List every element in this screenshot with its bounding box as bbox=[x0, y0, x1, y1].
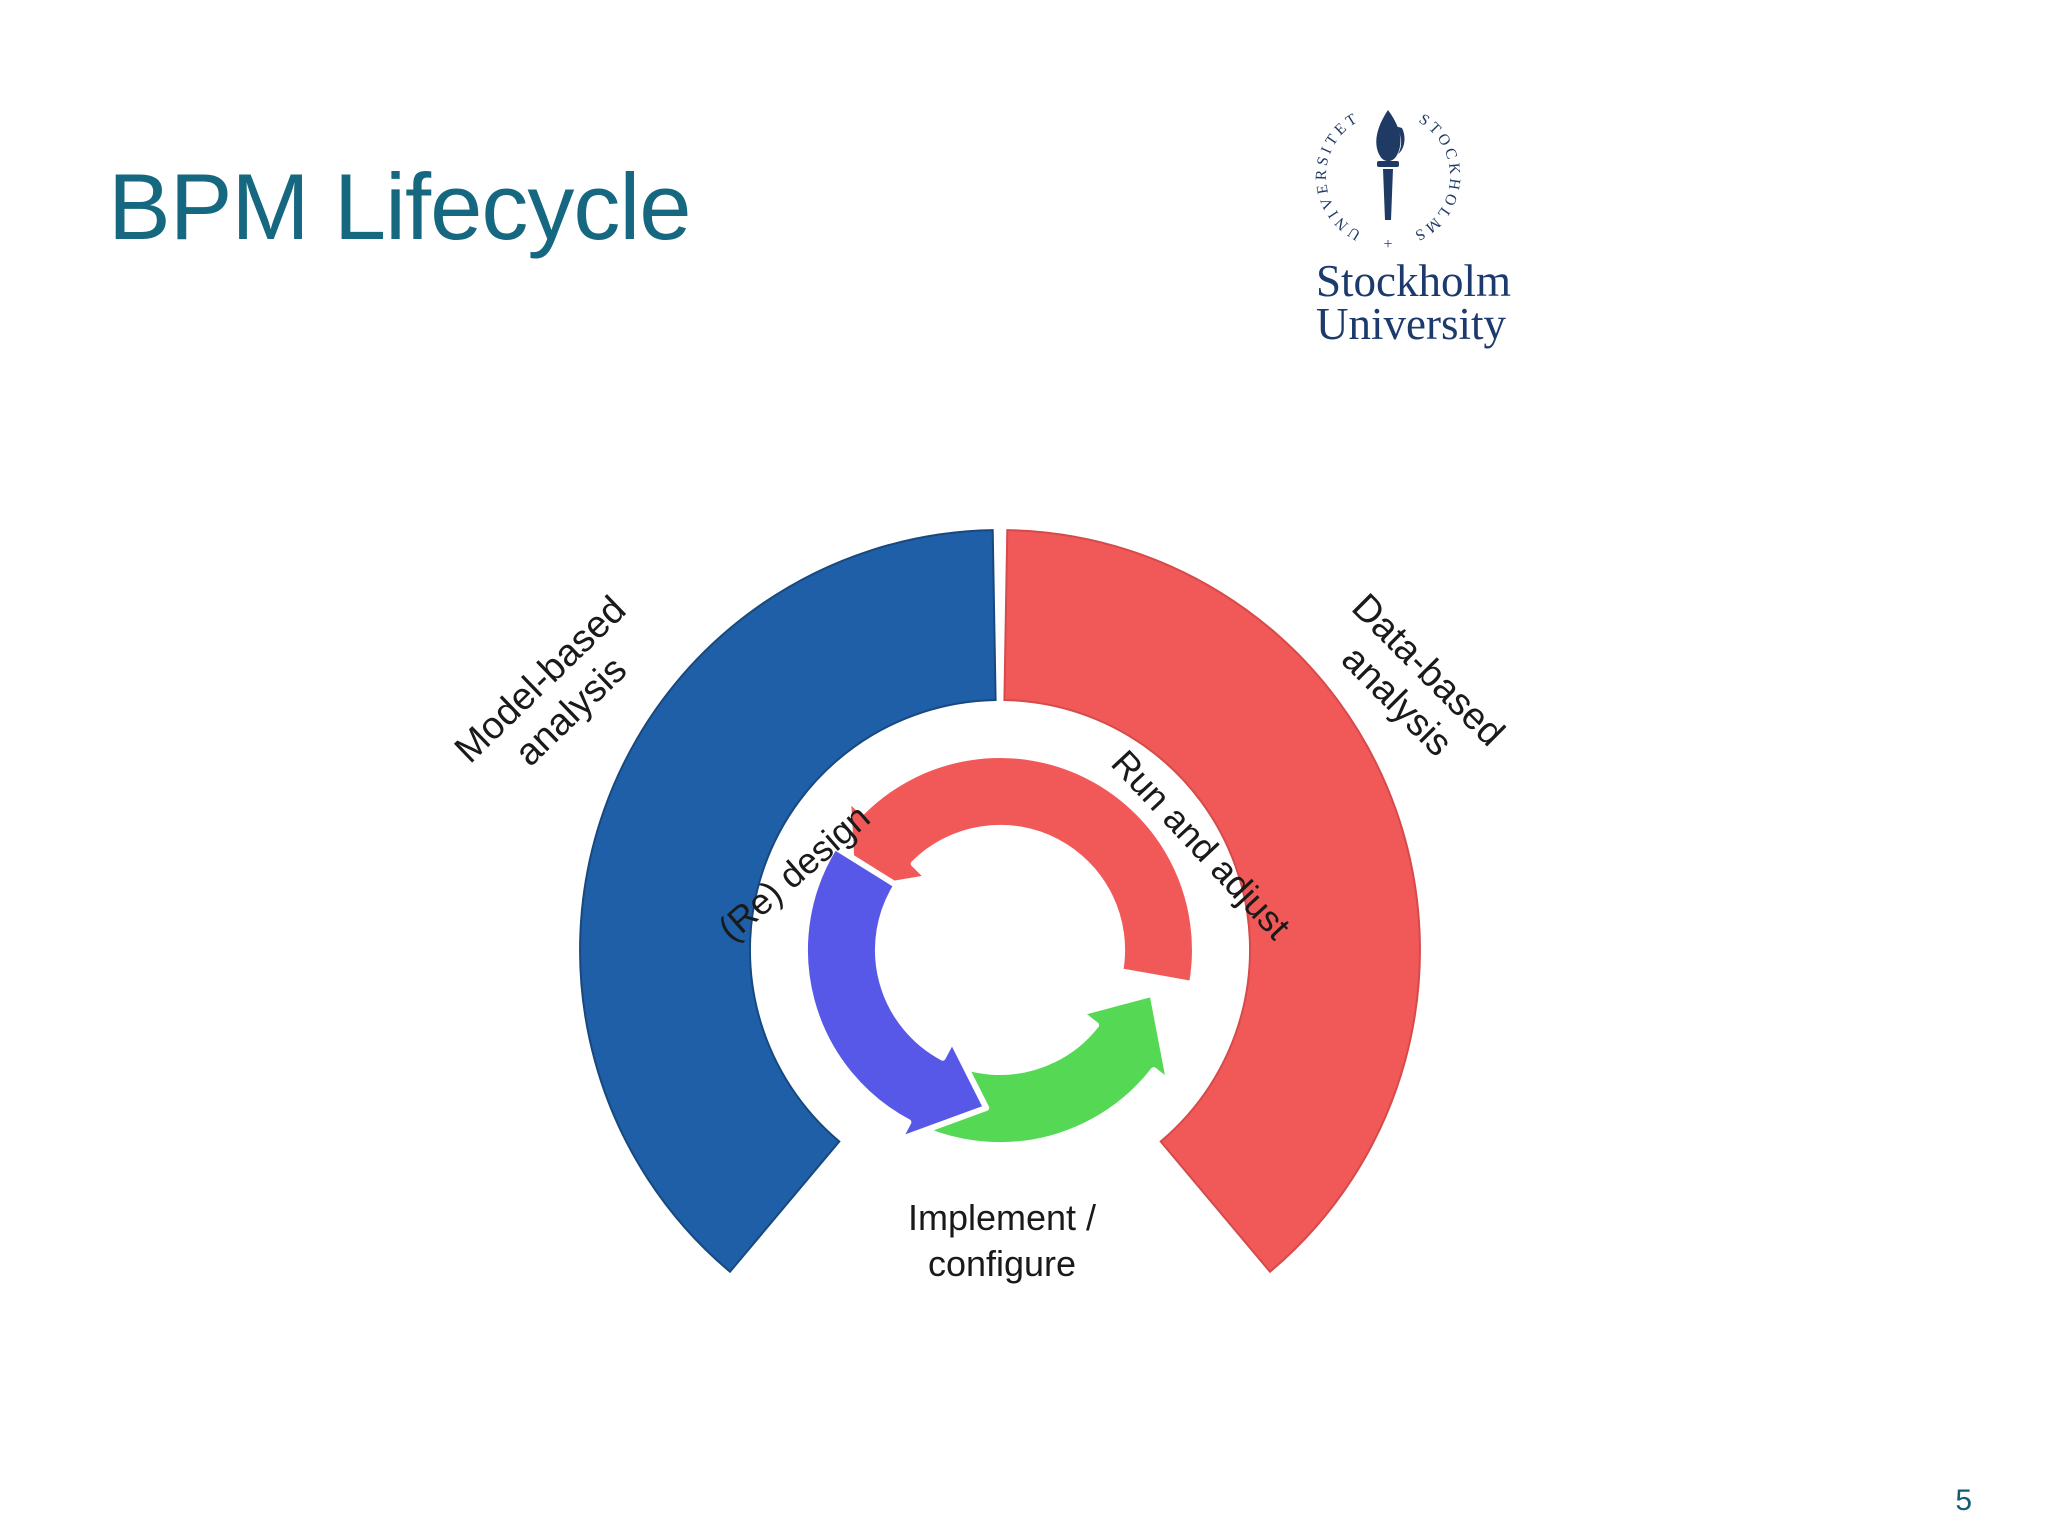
outer-arc-data-based bbox=[1003, 529, 1421, 1274]
page-title: BPM Lifecycle bbox=[108, 154, 692, 259]
torch-icon bbox=[1376, 110, 1405, 220]
logo-wordmark: Stockholm University bbox=[1316, 256, 1550, 349]
label-implement-line1: Implement / bbox=[908, 1197, 1096, 1238]
label-implement-line2: configure bbox=[928, 1243, 1076, 1284]
page-number: 5 bbox=[1955, 1484, 1972, 1517]
arrow-run-adjust bbox=[845, 752, 1198, 987]
seal-text-left: UNIVERSITET bbox=[1313, 109, 1364, 244]
university-seal: UNIVERSITET STOCKHOLMS + bbox=[1313, 109, 1463, 253]
outer-arc-model-based bbox=[579, 529, 997, 1274]
university-logo: UNIVERSITET STOCKHOLMS + Stockholm Unive… bbox=[1290, 88, 1550, 346]
logo-wordmark-line1: Stockholm bbox=[1316, 256, 1512, 306]
label-implement-configure: Implement / configure bbox=[908, 1197, 1096, 1284]
logo-wordmark-line2: University bbox=[1316, 298, 1506, 349]
seal-separator: + bbox=[1383, 236, 1392, 253]
arrow-redesign bbox=[802, 843, 990, 1143]
bpm-lifecycle-diagram: Model-based analysis Data-based analysis… bbox=[447, 529, 1512, 1284]
seal-text-right: STOCKHOLMS bbox=[1409, 111, 1463, 246]
